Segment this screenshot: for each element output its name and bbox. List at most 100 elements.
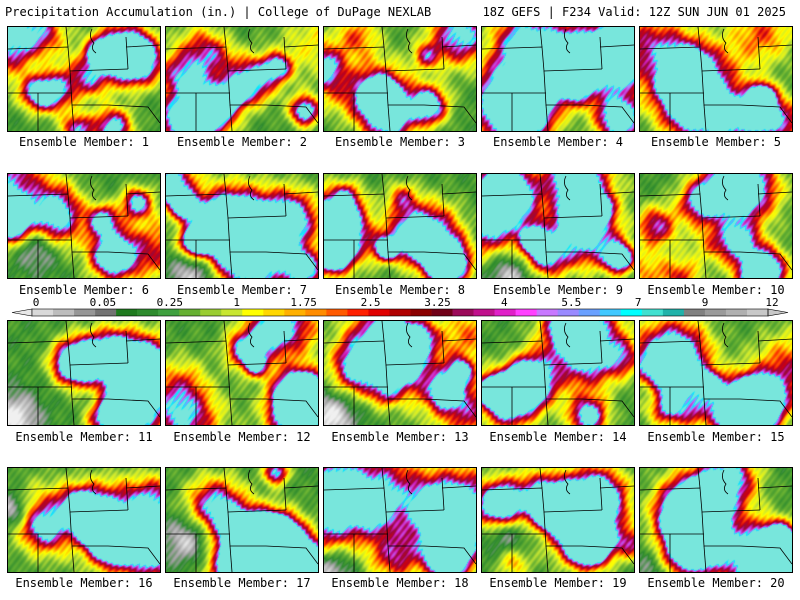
boundary-line (8, 487, 129, 513)
colorbar-swatch (326, 309, 348, 316)
colorbar-swatch (200, 309, 222, 316)
colorbar-swatch (95, 309, 117, 316)
boundary-line (385, 217, 424, 253)
colorbar-swatch (179, 309, 201, 316)
state-boundaries (324, 321, 476, 425)
boundary-line (71, 545, 75, 572)
state-boundaries (640, 468, 792, 572)
boundary-line (545, 398, 549, 425)
colorbar-swatch (704, 309, 727, 316)
boundary-line (722, 28, 729, 54)
boundary-line (703, 545, 707, 572)
state-boundaries (640, 321, 792, 425)
colorbar-tick-label: 0 (33, 297, 40, 309)
colorbar-swatch (305, 309, 327, 316)
ensemble-member-map (639, 173, 793, 279)
precipitation-field (324, 321, 476, 425)
boundary-line (90, 28, 97, 54)
ensemble-member-label: Ensemble Member: 19 (489, 576, 627, 590)
boundary-line (581, 251, 634, 271)
ensemble-member-label: Ensemble Member: 15 (647, 430, 785, 444)
ensemble-member-map (7, 26, 161, 132)
boundary-line (223, 468, 227, 489)
boundary-line (283, 36, 318, 70)
colorbar-right-arrow (767, 308, 789, 317)
state-boundaries (482, 27, 634, 131)
boundary-line (757, 477, 792, 511)
ensemble-member-label: Ensemble Member: 6 (18, 283, 150, 297)
boundary-line (265, 104, 318, 124)
boundary-line (441, 330, 476, 364)
boundary-line (722, 322, 729, 348)
boundary-line (223, 321, 227, 342)
boundary-line (739, 398, 792, 418)
boundary-line (599, 330, 634, 364)
boundary-line (90, 469, 97, 495)
boundary-line (248, 28, 255, 54)
boundary-line (8, 193, 129, 219)
boundary-line (324, 340, 445, 366)
ensemble-member-label: Ensemble Member: 1 (18, 135, 150, 149)
colorbar-swatch (662, 309, 685, 316)
boundary-line (564, 175, 571, 201)
boundary-line (640, 487, 761, 513)
colorbar-left-arrow (11, 308, 33, 317)
boundary-line (482, 487, 603, 513)
ensemble-member-label: Ensemble Member: 7 (176, 283, 308, 297)
ensemble-member-map (165, 173, 319, 279)
boundary-line (229, 545, 233, 572)
state-boundaries (166, 27, 318, 131)
boundary-line (381, 27, 385, 48)
ensemble-member-label: Ensemble Member: 8 (334, 283, 466, 297)
colorbar-swatch (536, 309, 559, 316)
boundary-line (381, 468, 385, 489)
colorbar-swatch (473, 309, 495, 316)
boundary-line (166, 193, 287, 219)
boundary-line (757, 36, 792, 70)
boundary-line (539, 321, 543, 342)
boundary-line (543, 364, 582, 400)
boundary-line (423, 398, 476, 418)
boundary-line (739, 545, 792, 565)
state-boundaries (324, 174, 476, 278)
boundary-line (543, 511, 582, 547)
colorbar-swatch (599, 309, 622, 316)
ensemble-member-map (323, 26, 477, 132)
boundary-line (599, 183, 634, 217)
boundary-line (227, 217, 266, 253)
boundary-line (697, 321, 701, 342)
ensemble-member-label: Ensemble Member: 3 (334, 135, 466, 149)
boundary-line (423, 545, 476, 565)
colorbar-swatch (620, 309, 643, 316)
boundary-line (441, 477, 476, 511)
boundary-line (599, 477, 634, 511)
ensemble-member-map (323, 467, 477, 573)
boundary-line (229, 104, 233, 131)
colorbar-swatch (53, 309, 75, 316)
ensemble-member-map (481, 26, 635, 132)
boundary-line (265, 545, 318, 565)
ensemble-member-map (481, 467, 635, 573)
boundary-line (229, 398, 233, 425)
ensemble-member-label: Ensemble Member: 18 (331, 576, 469, 590)
ensemble-member-map (481, 173, 635, 279)
boundary-line (387, 545, 391, 572)
boundary-line (482, 193, 603, 219)
boundary-line (283, 477, 318, 511)
boundary-line (703, 398, 707, 425)
boundary-line (701, 511, 740, 547)
boundary-line (581, 398, 634, 418)
colorbar-tick-label: 4 (501, 297, 508, 309)
colorbar-swatch (158, 309, 180, 316)
boundary-line (227, 70, 266, 106)
colorbar-swatch (32, 309, 54, 316)
boundary-line (703, 104, 707, 131)
boundary-line (69, 364, 108, 400)
boundary-line (406, 28, 413, 54)
boundary-line (697, 27, 701, 48)
state-boundaries (8, 27, 160, 131)
colorbar-tick-label: 1 (233, 297, 240, 309)
precipitation-field (640, 27, 792, 131)
boundary-line (739, 104, 792, 124)
precipitation-field (324, 174, 476, 278)
